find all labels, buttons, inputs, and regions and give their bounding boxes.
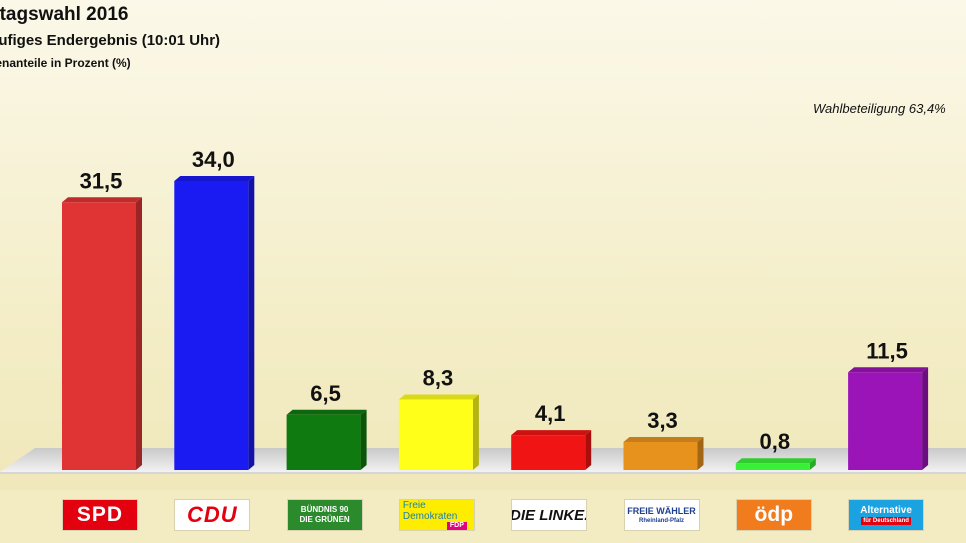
bar-side [360, 409, 367, 470]
bar-front [623, 441, 698, 470]
party-logo-7: ödp [735, 499, 812, 531]
bar-5 [511, 430, 592, 470]
party-logo-4: Freie Demokraten FDP [398, 499, 475, 531]
data-label-4: 8,3 [423, 365, 454, 390]
bar-2 [174, 176, 255, 470]
data-label-6: 3,3 [647, 408, 678, 433]
bar-top [848, 367, 929, 373]
data-label-7: 0,8 [760, 429, 791, 454]
bar-top [735, 458, 816, 464]
party-logo-5: DIE LINKE. [511, 499, 588, 531]
bar-1 [62, 197, 142, 470]
chart-floor-edge [0, 472, 966, 474]
bar-front [286, 414, 361, 470]
bar-8 [848, 367, 929, 470]
bar-4 [398, 394, 479, 470]
bar-top [286, 409, 367, 415]
bar-front [398, 399, 473, 470]
party-logo-1: SPD [62, 499, 138, 531]
bar-side [472, 394, 479, 470]
bar-front [848, 372, 923, 470]
bar-top [511, 430, 592, 436]
bar-side [809, 458, 816, 470]
chart-floor [0, 448, 966, 472]
chart-subtitle: äufiges Endergebnis (10:01 Uhr) [0, 32, 221, 49]
turnout-label: Wahlbeteiligung 63,4% [813, 101, 946, 116]
bar-front [735, 463, 810, 470]
data-label-2: 34,0 [192, 147, 235, 172]
bar-chart: 31,5 34,0 6,5 8,3 4,1 3,3 0,8 11,5 [0, 147, 966, 474]
bar-side [585, 430, 592, 470]
party-logo-2: CDU [174, 499, 251, 531]
party-logo-6: FREIE WÄHLER Rheinland-Pfalz [623, 499, 700, 531]
party-logo-3: BÜNDNIS 90 DIE GRÜNEN [286, 499, 363, 531]
bar-top [62, 197, 142, 203]
bar-6 [623, 436, 704, 470]
bar-side [922, 367, 929, 470]
unit-label: nenanteile in Prozent (%) [0, 56, 131, 70]
bar-top [174, 176, 255, 181]
bar-front [174, 181, 249, 470]
data-label-8: 11,5 [866, 338, 908, 363]
bar-3 [286, 409, 367, 470]
bar-7 [735, 458, 816, 470]
bar-top [623, 436, 704, 442]
chart-title: dtagswahl 2016 [0, 4, 129, 25]
bar-side [697, 436, 704, 470]
bar-front [62, 202, 136, 470]
bar-side [248, 176, 255, 470]
bar-top [398, 394, 479, 400]
bar-side [136, 197, 142, 470]
data-label-3: 6,5 [310, 381, 341, 406]
bar-front [511, 435, 586, 470]
data-label-1: 31,5 [80, 168, 123, 193]
data-label-5: 4,1 [535, 401, 566, 426]
party-logo-8: Alternative für Deutschland [848, 499, 925, 531]
party-logo-strip [0, 490, 966, 543]
